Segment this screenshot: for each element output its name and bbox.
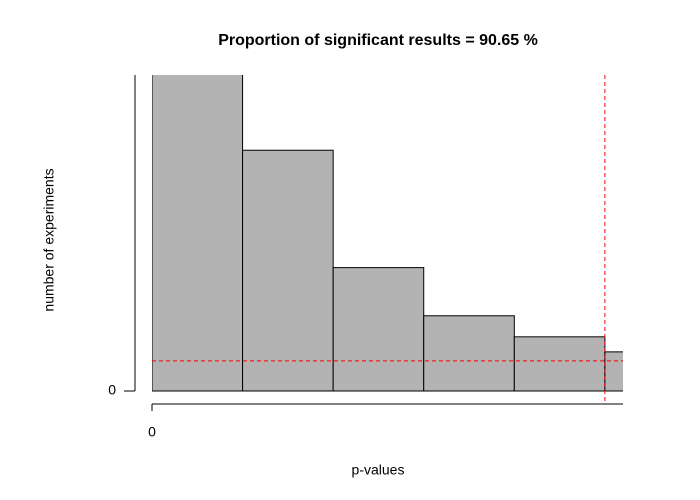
bar: [242, 149, 334, 392]
y-tick-label: 0: [108, 382, 116, 398]
bar: [332, 267, 425, 392]
bar: [604, 351, 623, 392]
bar: [152, 75, 244, 392]
bar: [423, 315, 515, 392]
chart-title: Proportion of significant results = 90.6…: [218, 32, 538, 49]
y-axis-label: number of experiments: [41, 168, 57, 311]
x-axis-label: p-values: [352, 462, 405, 478]
bar: [513, 336, 606, 392]
plot-area: [152, 75, 623, 392]
x-tick-label: 0: [148, 424, 156, 440]
